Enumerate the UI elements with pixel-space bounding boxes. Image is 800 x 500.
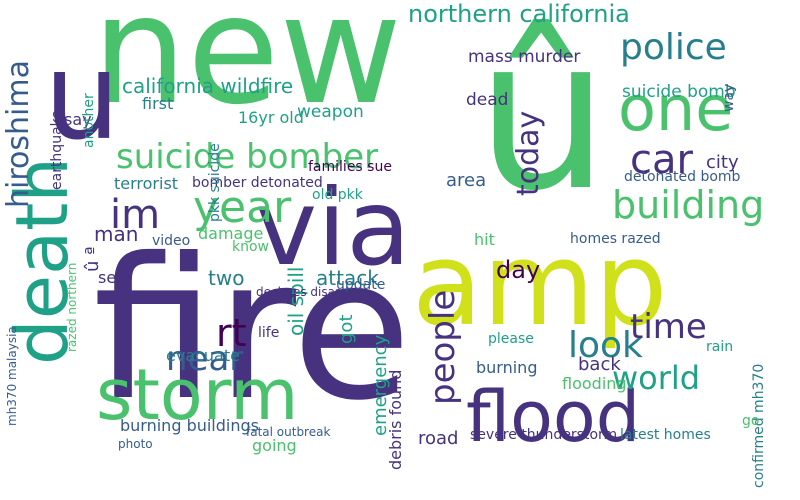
cloud-word: another: [81, 93, 97, 148]
cloud-word: area: [446, 170, 487, 191]
cloud-word: attack: [316, 266, 379, 290]
cloud-word: debris found: [386, 369, 405, 470]
cloud-word: photo: [118, 437, 153, 451]
cloud-word: razed northern: [65, 262, 79, 352]
cloud-word: amp: [412, 218, 668, 352]
cloud-word: way: [721, 83, 737, 112]
cloud-word: bomber detonated: [192, 175, 323, 191]
cloud-word: day: [496, 256, 541, 284]
cloud-word: northern california: [408, 0, 630, 28]
cloud-word: dead: [466, 90, 509, 110]
cloud-word: rt: [216, 311, 247, 355]
cloud-word: go: [742, 413, 760, 429]
cloud-word: oil spill: [284, 266, 308, 337]
cloud-word: im: [110, 192, 161, 238]
cloud-word: know: [232, 239, 269, 255]
cloud-word: homes razed: [570, 231, 661, 247]
cloud-word: û: [476, 0, 610, 237]
cloud-word: look: [568, 325, 643, 366]
cloud-word: life: [258, 325, 280, 341]
cloud-word: earthquake: [49, 110, 65, 190]
cloud-word: via: [255, 167, 411, 289]
cloud-word: declares disaster: [256, 285, 359, 299]
cloud-word: latest homes: [620, 427, 711, 443]
cloud-word: evacuate: [166, 346, 240, 365]
cloud-word: u: [44, 28, 121, 167]
cloud-word: update: [336, 277, 386, 293]
cloud-word: fatal outbreak: [246, 425, 331, 439]
cloud-word: one: [618, 72, 734, 145]
cloud-word: california wildfire: [122, 74, 294, 98]
cloud-word: weapon: [297, 102, 364, 122]
cloud-word: got: [336, 314, 357, 345]
cloud-word: pkk suicide: [207, 143, 223, 222]
cloud-word: two: [208, 266, 245, 290]
cloud-word: burning: [476, 358, 538, 377]
cloud-word: hit: [474, 230, 495, 249]
cloud-word: people: [423, 289, 463, 405]
cloud-word: detonated bomb: [624, 169, 741, 185]
cloud-word: city: [706, 152, 739, 173]
cloud-word: mass murder: [468, 47, 581, 67]
cloud-word: today: [511, 110, 546, 196]
cloud-word: flooding: [562, 374, 627, 393]
cloud-word: burning buildings: [120, 416, 259, 435]
cloud-word: man: [94, 222, 139, 246]
cloud-word: damage: [198, 224, 264, 243]
cloud-word: rain: [706, 339, 734, 355]
cloud-word: police: [620, 27, 727, 68]
cloud-word: severe thunderstorm: [470, 427, 618, 443]
cloud-word: mh370 malaysia: [5, 326, 19, 426]
cloud-word: new: [92, 0, 403, 138]
cloud-word: say: [64, 110, 92, 129]
cloud-word: old pkk: [312, 187, 363, 203]
cloud-word: near: [166, 339, 244, 379]
cloud-word: car: [630, 137, 693, 183]
cloud-word: time: [630, 307, 707, 347]
cloud-word: first: [142, 94, 174, 113]
cloud-word: fire: [93, 216, 412, 443]
cloud-word: world: [612, 359, 701, 397]
cloud-word: suicide bomber: [116, 137, 379, 177]
cloud-word: year: [193, 182, 292, 233]
cloud-word: building: [612, 183, 765, 227]
cloud-word: video: [152, 233, 191, 249]
cloud-word: please: [488, 331, 534, 347]
cloud-word: going: [252, 436, 297, 455]
cloud-word: hiroshima: [1, 60, 36, 208]
cloud-word: road: [418, 428, 459, 449]
cloud-word: suicide bomb: [622, 82, 736, 102]
cloud-word: 16yr old: [238, 108, 304, 127]
cloud-word: flood: [466, 376, 641, 458]
cloud-word: terrorist: [114, 174, 179, 193]
cloud-word: storm: [96, 354, 299, 436]
cloud-word: see: [98, 268, 127, 287]
cloud-word: back: [578, 354, 621, 375]
cloud-word: families sue: [308, 159, 392, 175]
